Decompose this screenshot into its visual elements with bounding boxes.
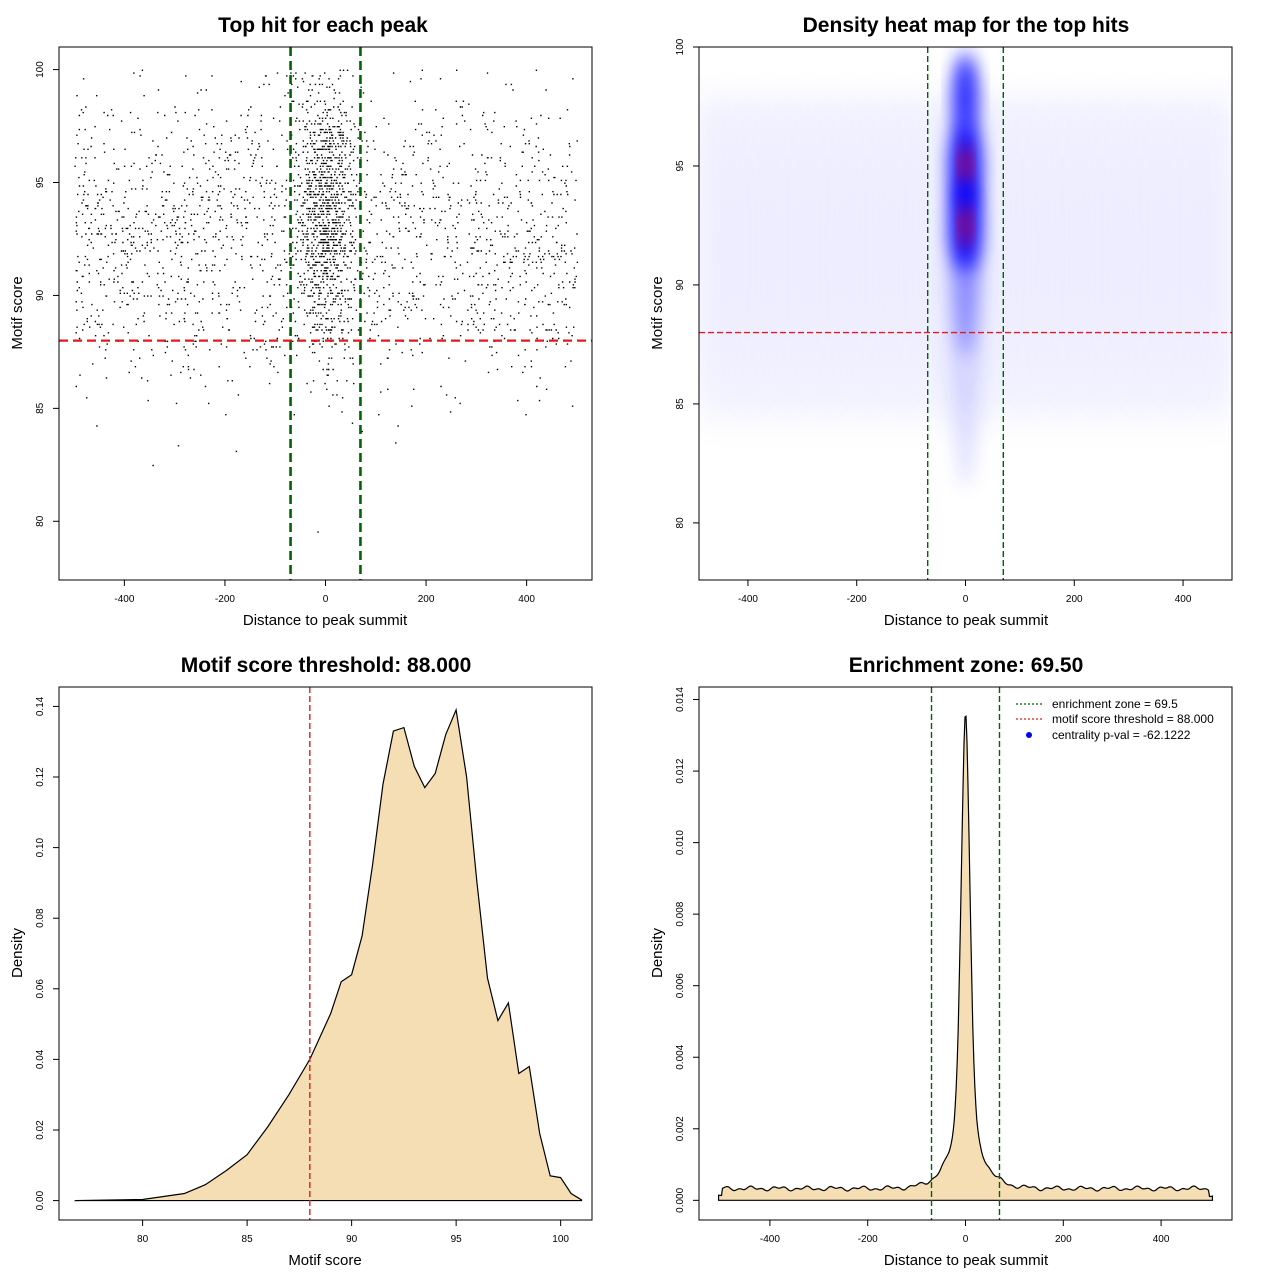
scatter-y-tick-label: 80 <box>35 515 46 527</box>
score-x-tick-label: 80 <box>137 1234 149 1245</box>
heat-y-tick-label: 95 <box>675 160 686 172</box>
scatter-x-tick-label: -200 <box>215 594 235 605</box>
dist-y-tick-label: 0.014 <box>675 687 686 712</box>
heat-y-tick-label: 85 <box>675 398 686 410</box>
distance-density-panel: Enrichment zone: 69.50 -400 -200 0 200 400 0… <box>649 654 1233 1269</box>
scatter-x-tick-label: 400 <box>518 594 535 605</box>
scatter-y-tick-label: 100 <box>35 61 46 78</box>
heat-x-tick-label: 400 <box>1175 594 1192 605</box>
score-density-panel: Motif score threshold: 88.000 80 85 90 95 10… <box>9 654 593 1269</box>
scatter-x-label: Distance to peak summit <box>243 612 408 629</box>
heatmap-background-streak <box>1079 89 1123 409</box>
score-y-tick-label: 0.12 <box>35 767 46 787</box>
score-density-title: Motif score threshold: 88.000 <box>181 654 472 677</box>
legend-item-enrichment: enrichment zone = 69.5 <box>1052 697 1178 711</box>
heat-y-tick-label: 80 <box>675 517 686 529</box>
scatter-points <box>74 69 579 533</box>
distance-density-x-axis: -400 -200 0 200 400 <box>760 1220 1170 1245</box>
dist-x-tick-label: 0 <box>963 1234 969 1245</box>
dist-x-tick-label: 400 <box>1153 1234 1170 1245</box>
heatmap-x-label: Distance to peak summit <box>884 612 1049 629</box>
scatter-title: Top hit for each peak <box>218 14 428 37</box>
score-density-area <box>75 707 583 1202</box>
distance-density-y-label: Density <box>649 927 666 978</box>
score-density-y-label: Density <box>9 927 26 978</box>
heatmap-y-axis: 80 85 90 95 100 <box>675 38 699 528</box>
score-x-tick-label: 95 <box>451 1234 463 1245</box>
scatter-y-label: Motif score <box>9 276 26 349</box>
dist-y-tick-label: 0.010 <box>675 830 686 855</box>
heatmap-background-streak <box>1119 89 1163 409</box>
distance-density-x-label: Distance to peak summit <box>884 1252 1049 1269</box>
heatmap-background-streak <box>1040 89 1084 409</box>
score-y-tick-label: 0.02 <box>35 1120 46 1140</box>
heatmap-background-streak <box>727 89 771 409</box>
score-y-tick-label: 0.14 <box>35 696 46 716</box>
dist-y-tick-label: 0.004 <box>675 1044 686 1069</box>
legend-blue-dot-icon <box>1026 732 1032 738</box>
heatmap-hotspot-medium <box>954 56 977 133</box>
scatter-x-tick-label: 200 <box>418 594 435 605</box>
scatter-x-tick-label: -400 <box>114 594 134 605</box>
heatmap-y-label: Motif score <box>649 276 666 349</box>
heat-x-tick-label: 200 <box>1066 594 1083 605</box>
dist-y-tick-label: 0.002 <box>675 1116 686 1141</box>
score-density-plot-frame <box>58 686 593 1221</box>
heat-x-tick-label: -200 <box>847 594 867 605</box>
heatmap-title: Density heat map for the top hits <box>803 14 1130 37</box>
legend-item-threshold: motif score threshold = 88.000 <box>1052 712 1214 726</box>
heatmap-hotspot-red <box>960 204 971 247</box>
scatter-y-tick-label: 85 <box>35 402 46 414</box>
scatter-y-tick-label: 90 <box>35 289 46 301</box>
dist-y-tick-label: 0.006 <box>675 973 686 998</box>
heat-y-tick-label: 90 <box>675 279 686 291</box>
heatmap-background-streak <box>884 89 928 409</box>
score-y-tick-label: 0.04 <box>35 1049 46 1069</box>
score-density-y-axis: 0.00 0.02 0.04 0.06 0.08 0.10 0.12 0.14 <box>35 696 59 1210</box>
heatmap-background-streak <box>805 89 849 409</box>
dist-y-tick-label: 0.000 <box>675 1187 686 1212</box>
scatter-point-cloud <box>74 69 579 533</box>
scatter-x-tick-label: 0 <box>323 594 329 605</box>
dist-x-tick-label: -200 <box>858 1234 878 1245</box>
heat-y-tick-label: 100 <box>675 38 686 55</box>
heatmap-x-axis: -400 -200 0 200 400 <box>738 580 1192 605</box>
heatmap-density <box>727 47 1202 488</box>
heatmap-background-streak <box>1158 89 1202 409</box>
distance-density-area <box>717 715 1214 1201</box>
heatmap-background-streak <box>1001 89 1045 409</box>
legend-item-pval: centrality p-val = -62.1222 <box>1052 728 1191 742</box>
dist-y-tick-label: 0.008 <box>675 901 686 926</box>
score-y-tick-label: 0.00 <box>35 1190 46 1210</box>
score-x-tick-label: 90 <box>346 1234 358 1245</box>
distance-density-title: Enrichment zone: 69.50 <box>849 654 1084 677</box>
heatmap-hotspot-red <box>960 144 971 188</box>
heatmap-panel: Density heat map for the top hits -400 -2… <box>649 14 1233 629</box>
dist-x-tick-label: -400 <box>760 1234 780 1245</box>
scatter-y-axis: 80 85 90 95 100 <box>35 61 59 527</box>
heat-x-tick-label: 0 <box>963 594 969 605</box>
score-x-tick-label: 100 <box>552 1234 569 1245</box>
heat-x-tick-label: -400 <box>738 594 758 605</box>
score-y-tick-label: 0.06 <box>35 979 46 999</box>
scatter-x-axis: -400 -200 0 200 400 <box>114 580 535 605</box>
dist-y-tick-label: 0.012 <box>675 758 686 783</box>
scatter-y-tick-label: 95 <box>35 177 46 189</box>
distance-density-y-axis: 0.000 0.002 0.004 0.006 0.008 0.010 0.012 0.014 <box>675 687 699 1213</box>
heatmap-background-streak <box>766 89 810 409</box>
score-x-tick-label: 85 <box>242 1234 254 1245</box>
legend: enrichment zone = 69.5 motif score thres… <box>1016 697 1214 742</box>
scatter-panel: Top hit for each peak -400 -200 0 200 400 80… <box>9 14 593 629</box>
score-y-tick-label: 0.08 <box>35 908 46 928</box>
score-density-x-label: Motif score <box>288 1252 361 1269</box>
heatmap-background-streak <box>845 89 889 409</box>
dist-x-tick-label: 200 <box>1055 1234 1072 1245</box>
heatmap-blobs <box>727 47 1202 488</box>
score-y-tick-label: 0.10 <box>35 837 46 857</box>
score-density-x-axis: 80 85 90 95 100 <box>137 1220 569 1245</box>
